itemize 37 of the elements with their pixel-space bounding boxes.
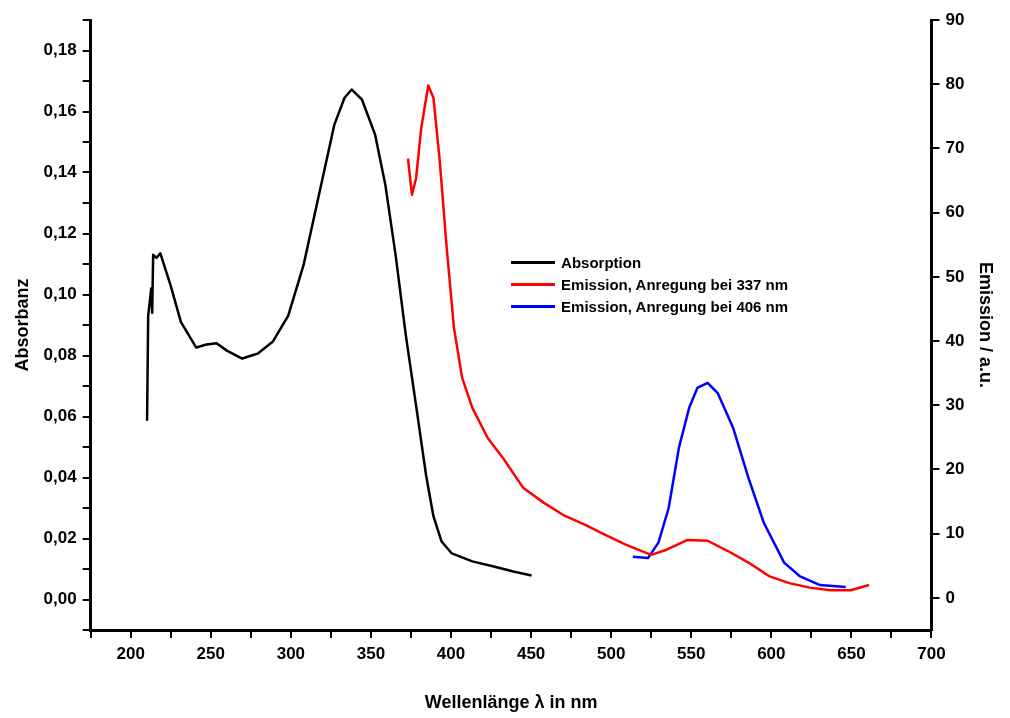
x-tick-label: 600 (757, 643, 786, 663)
x-tick-label: 550 (677, 643, 706, 663)
y2-tick-label: 40 (945, 330, 965, 350)
y-tick-label: 0,08 (43, 345, 77, 365)
legend-label: Emission, Anregung bei 406 nm (561, 296, 789, 317)
x-tick-label: 400 (436, 643, 466, 663)
x-tick-label: 200 (116, 643, 145, 663)
x-tick-label: 700 (917, 643, 946, 663)
x-axis-title: Wellenlänge λ in nm (424, 692, 598, 713)
x-tick-label: 500 (597, 643, 626, 663)
y2-tick-label: 90 (945, 9, 965, 29)
y2-tick-label: 20 (945, 459, 965, 479)
y-tick-label: 0,00 (43, 589, 77, 609)
legend-label: Emission, Anregung bei 337 nm (561, 274, 789, 295)
y-tick-label: 0,12 (43, 223, 77, 243)
x-tick-label: 350 (356, 643, 386, 663)
y-tick-label: 0,14 (43, 162, 78, 182)
y2-tick-label: 80 (945, 73, 965, 93)
y2-axis-title: Emission / a.u. (976, 261, 997, 389)
y2-tick-label: 70 (945, 138, 965, 158)
y-tick-label: 0,02 (43, 528, 77, 548)
x-tick-label: 300 (276, 643, 306, 663)
y2-tick-label: 10 (945, 523, 965, 543)
y2-tick-label: 60 (945, 202, 965, 222)
y2-tick-label: 50 (945, 266, 965, 286)
y-tick-label: 0,18 (43, 40, 77, 60)
y2-tick-label: 0 (945, 587, 955, 607)
y-tick-label: 0,04 (43, 467, 78, 487)
y2-tick-label: 30 (945, 394, 965, 414)
x-tick-label: 450 (516, 643, 546, 663)
x-tick-label: 650 (837, 643, 866, 663)
legend-label: Absorption (561, 252, 642, 273)
x-tick-label: 250 (196, 643, 225, 663)
y-tick-label: 0,10 (43, 284, 77, 304)
y-axis-title: Absorbanz (11, 278, 32, 372)
y-tick-label: 0,06 (43, 406, 77, 426)
y-tick-label: 0,16 (43, 101, 77, 121)
